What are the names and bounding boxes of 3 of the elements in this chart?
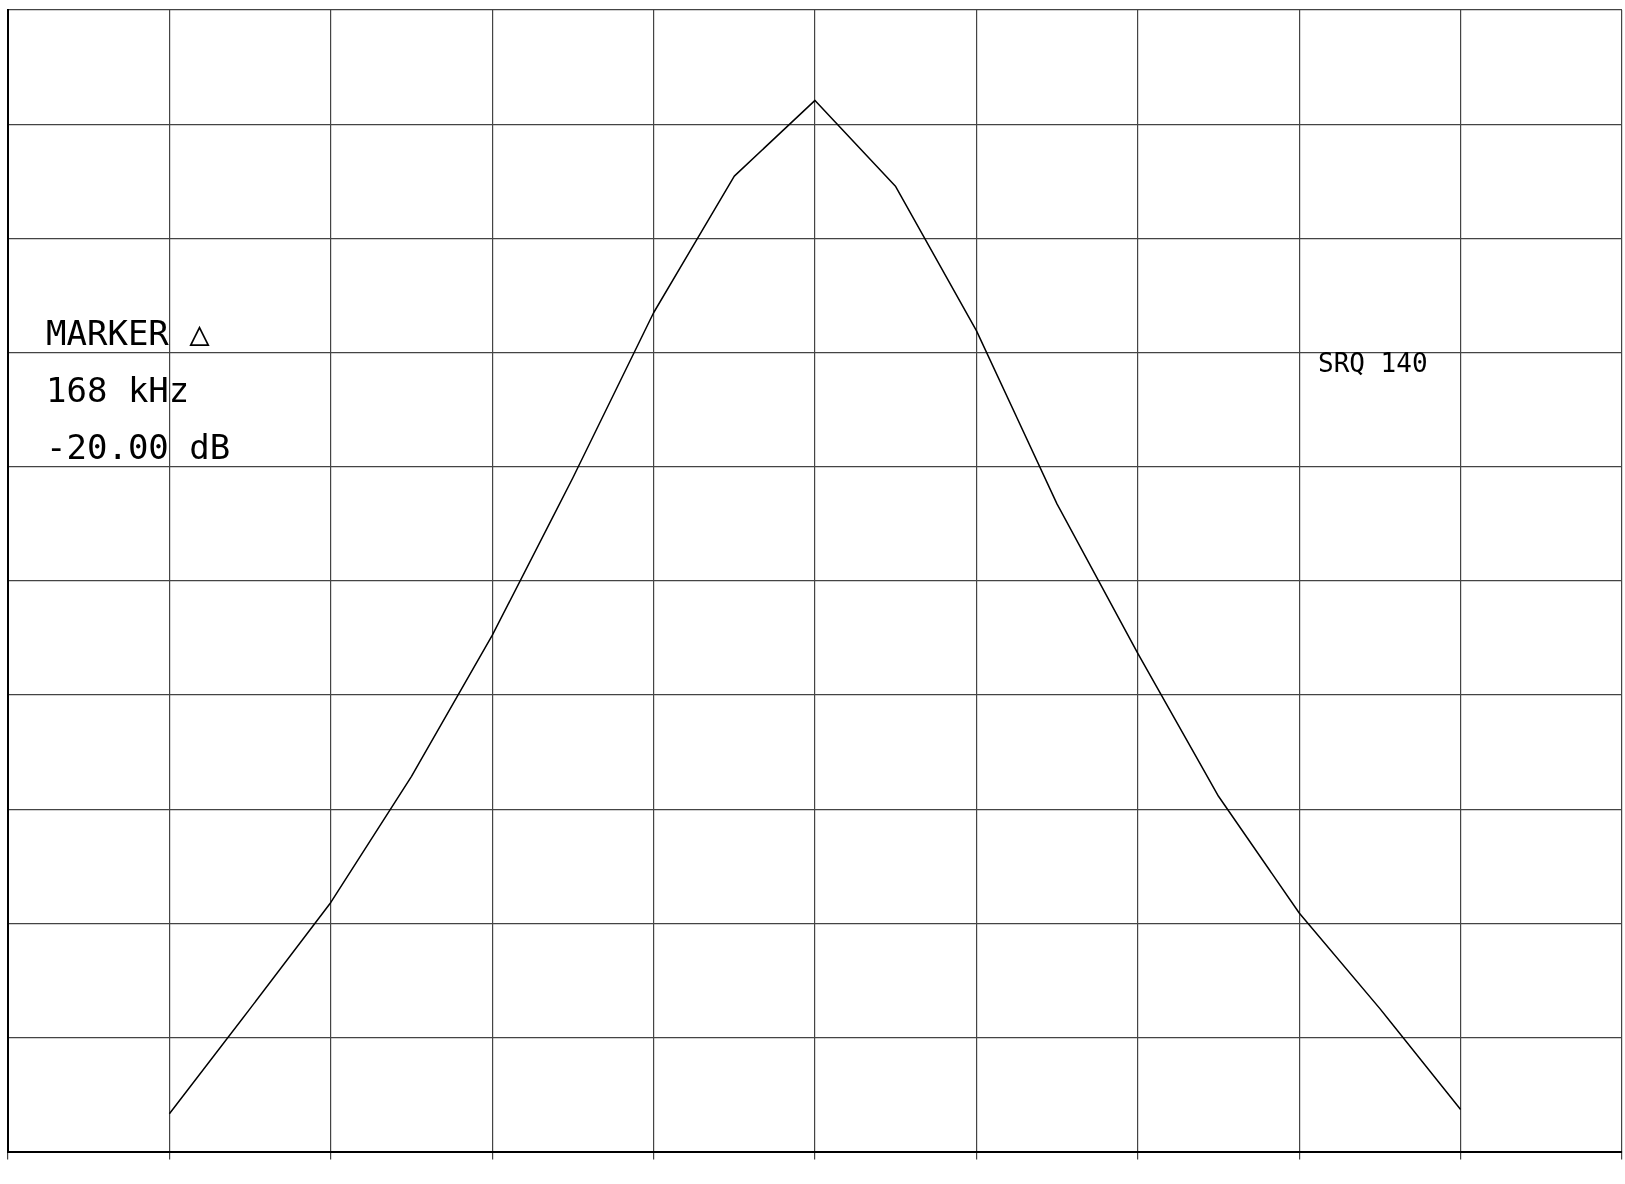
annotation: -20.00 dB	[46, 426, 231, 467]
annotation: MARKER △	[46, 312, 211, 353]
annotation: SRQ 140	[1318, 347, 1428, 378]
